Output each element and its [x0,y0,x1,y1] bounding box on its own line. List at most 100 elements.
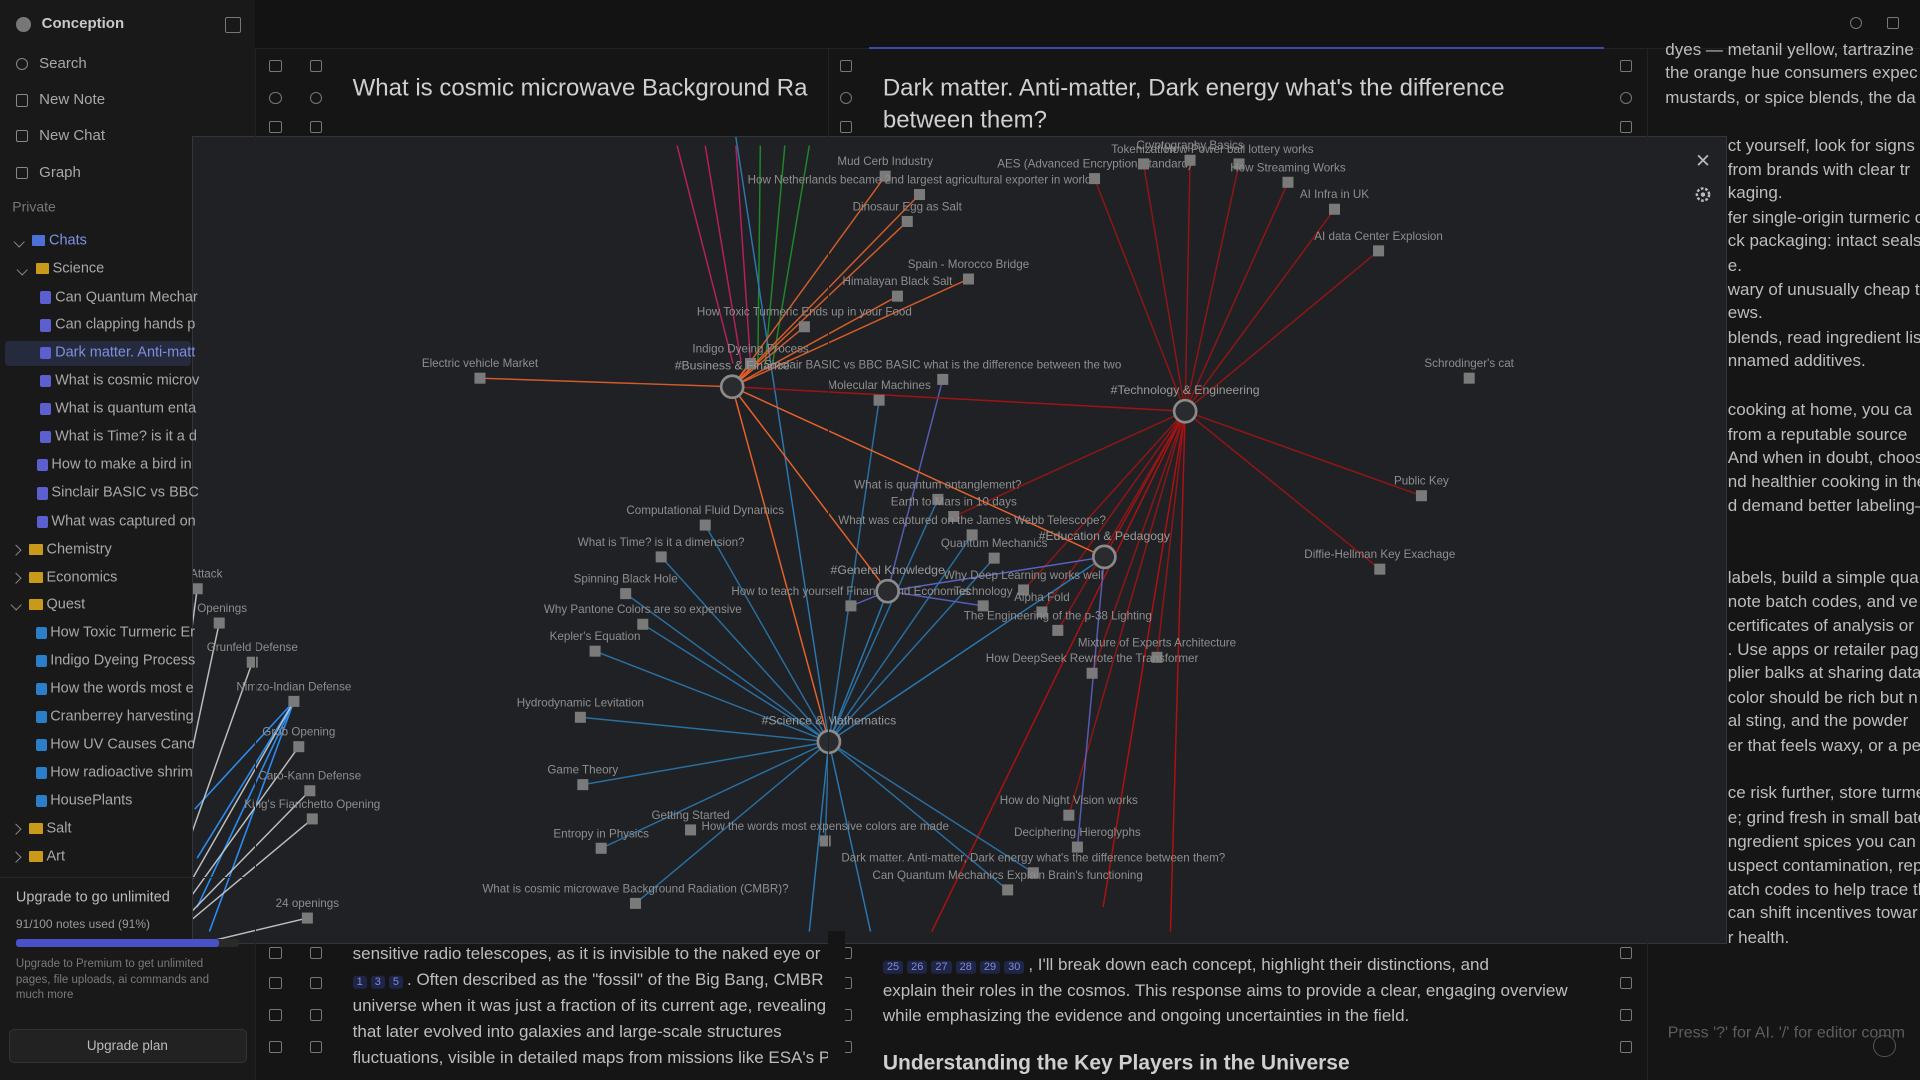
edge [771,145,811,364]
edge [731,295,898,388]
layout-button[interactable] [1886,17,1900,30]
pane-tool[interactable] [309,60,323,73]
pane-tool[interactable] [1620,977,1633,990]
pane-tool[interactable] [1620,121,1633,134]
pane-tool[interactable] [269,1008,282,1022]
node-label: Electric vehicle Market [422,357,539,370]
tree-item[interactable]: How UV Causes Canc [50,736,195,753]
close-button[interactable] [1697,154,1709,166]
prose-text: explain their roles in the cosmos. This … [882,980,1568,1000]
nav-item[interactable]: New Note [39,91,106,109]
citation[interactable]: 29 [979,960,1001,974]
history-button[interactable] [1850,17,1863,30]
node-label: What was captured on the James Webb Tele… [838,514,1106,527]
citation[interactable]: 27 [931,960,952,974]
settings-button[interactable] [1695,187,1711,202]
edge [1169,411,1186,932]
pane-tool[interactable] [309,91,323,105]
pane-tool[interactable] [269,121,282,134]
nav-item[interactable]: Graph [39,163,81,181]
help-button[interactable] [1873,1034,1896,1057]
tree-item[interactable]: How to make a bird in [51,456,192,473]
tree-item[interactable]: What is cosmic microv [55,372,200,389]
folder[interactable]: Science [52,260,105,277]
tree-item[interactable]: How Toxic Turmeric Er [50,624,195,641]
tree-item[interactable]: Can Quantum Mechar [55,288,198,305]
tree-item[interactable]: Sinclair BASIC vs BBC [51,484,199,501]
citation[interactable]: 1 [352,975,367,989]
pane-divider [827,48,829,1080]
citation[interactable]: 30 [1004,960,1025,974]
pane-tool[interactable] [1620,946,1633,959]
pane-tool[interactable] [1620,91,1633,105]
node-label: Getting Started [651,809,729,822]
edge [732,386,1186,412]
citation[interactable]: 3 [370,975,385,989]
prose-line: 25 26 27 28 29 30, I'll break down each conce… [882,955,1489,975]
node [873,394,885,406]
nav-item[interactable]: New Chat [39,126,106,144]
pane-tool[interactable] [269,946,282,959]
folder[interactable]: Chats [48,232,87,249]
folder[interactable]: Quest [46,596,86,613]
edge [731,278,969,388]
pane-tool[interactable] [1620,60,1633,73]
prose-line: wary of unusually cheap t [1727,280,1920,300]
folder[interactable]: Salt [46,820,72,837]
pane-tool[interactable] [309,946,323,959]
pane-tool[interactable] [840,60,853,73]
close-icon[interactable] [1697,154,1709,166]
folder[interactable]: Art [46,848,66,865]
edge [828,556,1105,743]
workspace-name[interactable]: Conception [41,15,125,33]
tree-item[interactable]: Dark matter. Anti-matt [55,344,196,361]
pane-tool[interactable] [269,1040,282,1054]
citation[interactable]: 25 [882,960,904,974]
tree-item[interactable]: How the words most e [50,680,194,697]
citation[interactable]: 26 [907,960,928,974]
tree-item[interactable]: What was captured on [51,512,196,529]
usage: 91/100 notes used (91%) [15,917,150,932]
tree-item[interactable]: Indigo Dyeing Process [50,652,196,669]
tree-item[interactable]: How radioactive shrim [50,764,193,781]
node [1036,606,1048,618]
upgrade-button[interactable] [8,1028,248,1063]
tree-item[interactable]: What is quantum enta [55,400,197,417]
tree-item[interactable]: What is Time? is it a d [55,428,197,445]
nav-icon [15,129,29,143]
node-label: Schrodinger's cat [1424,357,1514,370]
pane-tool[interactable] [309,121,323,134]
pane-tool[interactable] [309,1008,323,1022]
pane-tool[interactable] [840,121,853,134]
nav-item[interactable]: Search [39,54,87,72]
nav-icon [15,57,29,70]
tree-item[interactable]: HousePlants [50,792,133,809]
folder-icon [35,263,49,275]
sidebar-toggle[interactable] [225,17,241,33]
pane-tool[interactable] [309,977,323,990]
pane-tool[interactable] [269,60,282,73]
prose-line: e. [1727,255,1742,275]
edge [1102,411,1186,908]
prose-line: And when in doubt, choos [1727,447,1920,467]
folder[interactable]: Chemistry [46,541,112,558]
pane-tool[interactable] [1620,1008,1633,1022]
tree-item[interactable]: Can clapping hands p [55,316,196,333]
prose-line: fluctuations, visible in detailed maps f… [353,1048,831,1068]
pane-tool[interactable] [269,977,282,990]
tree-item[interactable]: Cranberrey harvesting [50,708,194,725]
edge [1184,208,1336,412]
edge [642,623,830,743]
node-label: The Engineering of the p-38 Lighting [964,609,1152,622]
pane-tool[interactable] [269,91,282,105]
citation[interactable]: 5 [388,975,404,989]
folder[interactable]: Economics [46,569,118,586]
upgrade-button-label[interactable]: Upgrade plan [86,1037,168,1053]
node [1233,158,1245,170]
prose-line: sensitive radio telescopes, as it is inv… [353,944,821,964]
pane-tool[interactable] [1620,1040,1633,1054]
pane-tool[interactable] [309,1040,323,1054]
pane-tool[interactable] [840,91,853,105]
citation[interactable]: 28 [955,960,976,974]
